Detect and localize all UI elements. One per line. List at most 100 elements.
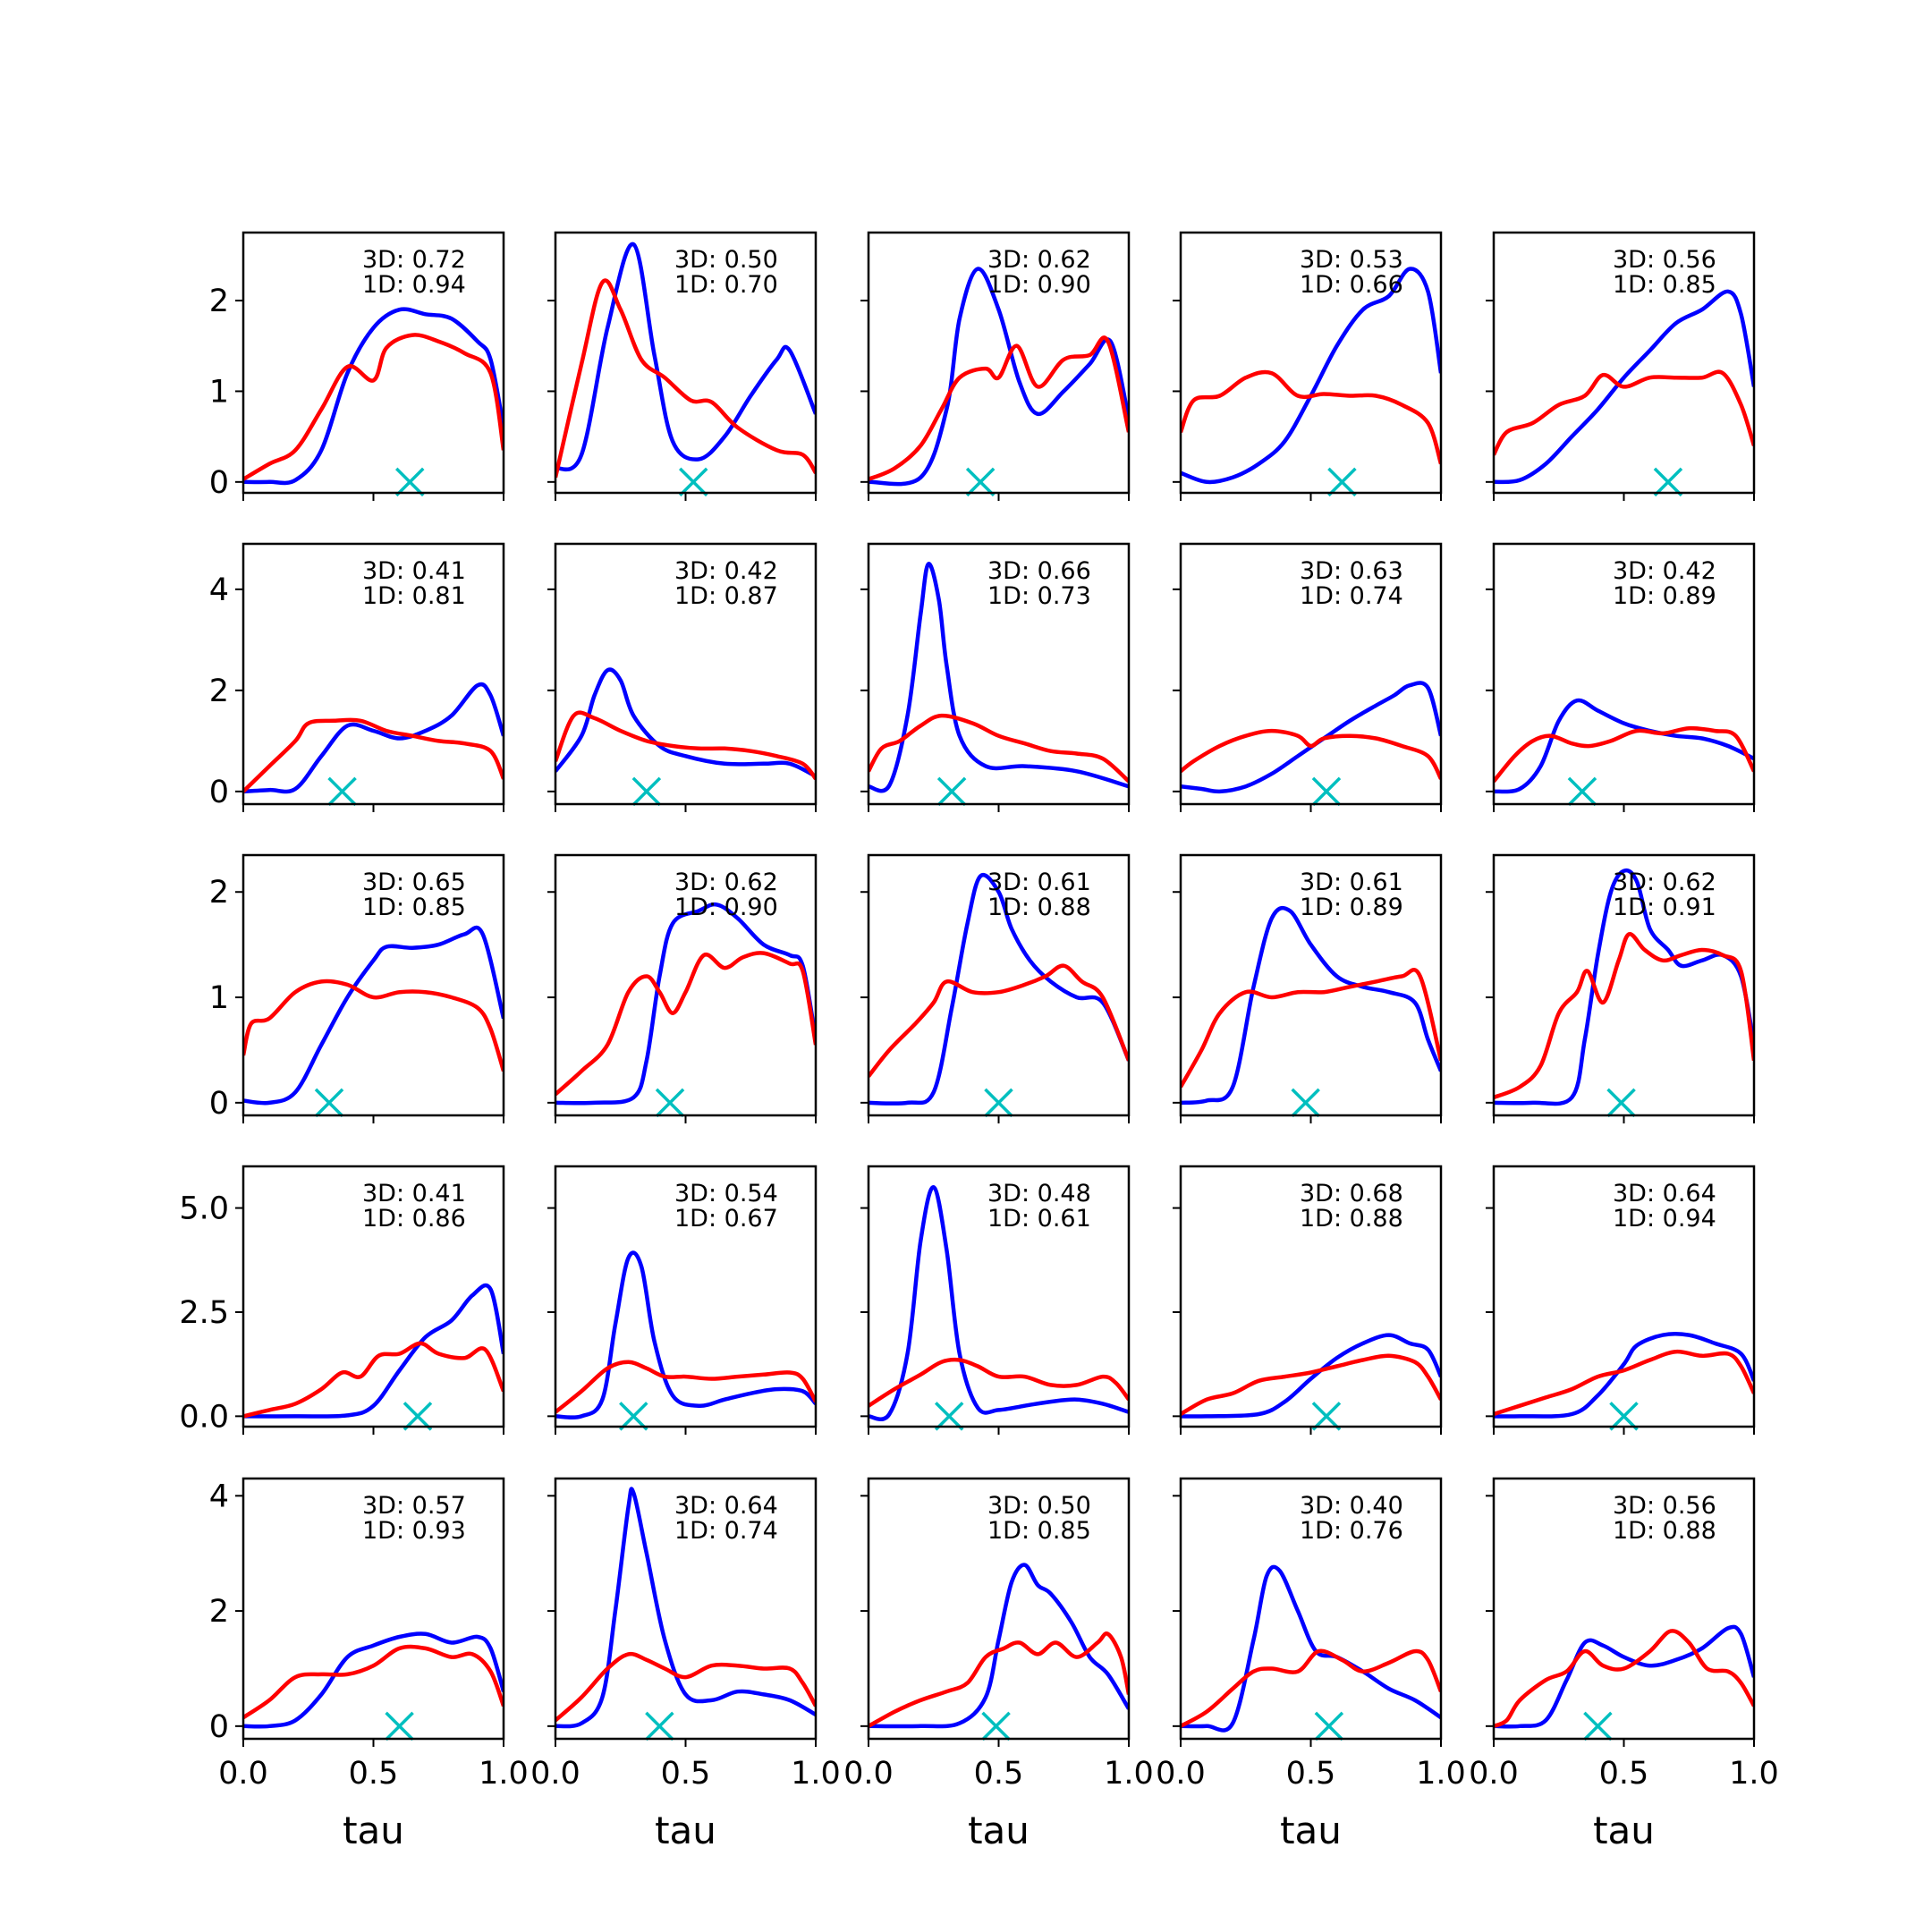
axes-frame — [1179, 1477, 1443, 1741]
score-1d-label: 1D: 0.85 — [987, 1517, 1091, 1545]
series-1d-line — [1181, 728, 1441, 780]
series-1d-line — [243, 717, 504, 793]
y-tick-label: 2 — [209, 1594, 229, 1630]
series-3d-line — [243, 1631, 504, 1729]
tau-marker — [631, 776, 662, 807]
series-1d-line — [1494, 932, 1754, 1100]
tau-marker-stroke — [1653, 467, 1683, 497]
y-tick-label: 2 — [209, 284, 229, 319]
tau-marker — [678, 467, 708, 497]
series-3d-line — [1181, 681, 1441, 794]
score-3d-label: 3D: 0.50 — [674, 246, 778, 274]
tau-marker — [984, 1088, 1013, 1118]
tau-marker-stroke — [1327, 467, 1357, 497]
score-3d-label: 3D: 0.64 — [1613, 1180, 1716, 1208]
axes-frame — [242, 1165, 505, 1428]
score-1d-label: 1D: 0.90 — [987, 271, 1091, 299]
tau-marker-stroke — [1583, 1711, 1613, 1741]
score-1d-label: 1D: 0.86 — [362, 1205, 466, 1233]
x-tick-label: 0.5 — [661, 1756, 711, 1792]
score-3d-label: 3D: 0.56 — [1613, 1492, 1716, 1520]
tau-marker-stroke — [965, 467, 996, 497]
series-3d-line — [1494, 289, 1754, 485]
tau-marker — [981, 1711, 1011, 1741]
y-tick-label: 4 — [209, 1479, 229, 1514]
score-3d-label: 3D: 0.40 — [1300, 1492, 1403, 1520]
tau-marker — [934, 1402, 964, 1431]
x-tick-label: 1.0 — [1416, 1756, 1466, 1792]
score-3d-label: 3D: 0.48 — [987, 1180, 1091, 1208]
score-3d-label: 3D: 0.65 — [362, 869, 466, 896]
x-axis-label: tau — [968, 1809, 1030, 1852]
tau-marker — [1327, 467, 1357, 497]
x-tick-label: 1.0 — [791, 1756, 841, 1792]
y-tick-label: 0 — [209, 775, 229, 810]
score-1d-label: 1D: 0.73 — [987, 582, 1091, 610]
series-1d-line — [1181, 1648, 1441, 1728]
series-1d-line — [869, 1631, 1129, 1728]
tau-marker — [1567, 776, 1597, 807]
series-1d-line — [555, 710, 816, 781]
series-3d-line — [555, 902, 816, 1106]
score-1d-label: 1D: 0.74 — [674, 1517, 778, 1545]
tau-marker — [395, 467, 425, 497]
tau-marker-stroke — [314, 1088, 344, 1118]
score-1d-label: 1D: 0.88 — [987, 894, 1091, 921]
score-1d-label: 1D: 0.88 — [1613, 1517, 1716, 1545]
score-3d-label: 3D: 0.68 — [1300, 1180, 1403, 1208]
score-3d-label: 3D: 0.42 — [674, 557, 778, 585]
tau-marker — [965, 467, 996, 497]
y-tick-label: 0 — [209, 465, 229, 501]
tau-marker — [1291, 1088, 1320, 1118]
series-3d-line — [1181, 267, 1441, 485]
series-1d-line — [869, 335, 1129, 481]
score-1d-label: 1D: 0.89 — [1613, 582, 1716, 610]
series-1d-line — [1494, 1629, 1754, 1728]
score-3d-label: 3D: 0.63 — [1300, 557, 1403, 585]
tau-marker-stroke — [981, 1711, 1011, 1741]
axes-frame — [242, 231, 505, 495]
axes-frame — [1179, 1165, 1443, 1428]
x-tick-label: 1.0 — [479, 1756, 529, 1792]
x-tick-label: 1.0 — [1104, 1756, 1154, 1792]
x-tick-label: 1.0 — [1729, 1756, 1779, 1792]
score-1d-label: 1D: 0.89 — [1300, 894, 1403, 921]
axes-frame — [867, 853, 1131, 1117]
axes-frame — [867, 1477, 1131, 1741]
tau-marker — [619, 1402, 648, 1431]
score-3d-label: 3D: 0.64 — [674, 1492, 778, 1520]
x-axis-label: tau — [1593, 1809, 1655, 1852]
y-tick-label: 2.5 — [179, 1295, 229, 1331]
axes-frame — [554, 853, 818, 1117]
axes-frame — [1492, 1165, 1756, 1428]
axes-frame — [867, 1165, 1131, 1428]
tau-marker — [1314, 1711, 1344, 1741]
series-3d-line — [869, 873, 1129, 1106]
tau-marker-stroke — [395, 467, 425, 497]
tau-marker — [1606, 1088, 1636, 1118]
score-3d-label: 3D: 0.57 — [362, 1492, 466, 1520]
tau-marker-stroke — [619, 1402, 648, 1431]
tau-marker — [1311, 776, 1342, 807]
x-tick-label: 0.5 — [1599, 1756, 1649, 1792]
score-1d-label: 1D: 0.70 — [674, 271, 778, 299]
x-axis-label: tau — [1280, 1809, 1342, 1852]
score-3d-label: 3D: 0.72 — [362, 246, 466, 274]
series-3d-line — [1494, 1624, 1754, 1729]
axes-frame — [554, 231, 818, 495]
y-tick-label: 2 — [209, 875, 229, 911]
tau-marker — [385, 1711, 414, 1741]
series-1d-line — [555, 278, 816, 479]
axes-frame — [554, 1477, 818, 1741]
